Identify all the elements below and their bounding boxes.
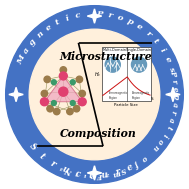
Circle shape: [79, 90, 85, 97]
Text: Ferromagnetic
Region: Ferromagnetic Region: [108, 91, 128, 100]
Text: ₁: ₁: [83, 171, 87, 179]
Text: Paramagnetic
Region: Paramagnetic Region: [132, 91, 150, 100]
Text: t: t: [164, 125, 173, 131]
Polygon shape: [87, 166, 102, 180]
Text: i: i: [65, 14, 70, 22]
Text: c: c: [75, 11, 81, 20]
Text: f: f: [134, 159, 141, 167]
Text: r: r: [114, 167, 121, 177]
Text: P: P: [168, 70, 177, 77]
Text: e: e: [171, 87, 179, 92]
Text: ₃: ₃: [59, 164, 65, 173]
Text: o: o: [116, 13, 124, 22]
Text: m: m: [111, 168, 121, 177]
Text: u: u: [101, 170, 108, 180]
Circle shape: [132, 57, 146, 72]
Text: p: p: [126, 17, 135, 27]
Circle shape: [44, 76, 50, 83]
Circle shape: [70, 101, 75, 105]
Text: t: t: [38, 151, 46, 161]
Circle shape: [76, 76, 83, 83]
Text: o: o: [156, 137, 165, 146]
Text: Multi-Domain: Multi-Domain: [103, 48, 127, 52]
Text: S: S: [120, 165, 127, 175]
Text: n: n: [151, 143, 160, 152]
Circle shape: [47, 105, 53, 112]
Polygon shape: [166, 87, 180, 102]
Text: a: a: [167, 117, 176, 124]
Circle shape: [67, 108, 73, 115]
Text: ₂: ₂: [106, 170, 111, 178]
Text: c: c: [74, 169, 81, 179]
Text: t: t: [89, 171, 93, 180]
Polygon shape: [87, 9, 102, 23]
Circle shape: [29, 29, 160, 160]
Text: S: S: [27, 141, 38, 152]
Text: Composition: Composition: [60, 128, 137, 139]
Text: M: M: [16, 54, 27, 66]
Text: a: a: [22, 46, 31, 55]
Polygon shape: [9, 87, 23, 102]
Text: N: N: [65, 167, 74, 176]
Text: r: r: [144, 29, 152, 38]
Circle shape: [41, 90, 48, 97]
Text: e: e: [90, 171, 95, 179]
Text: t: t: [54, 18, 61, 27]
Text: r: r: [170, 79, 179, 84]
Circle shape: [53, 108, 60, 115]
Circle shape: [60, 67, 67, 73]
Text: t: t: [151, 37, 160, 46]
Text: P: P: [96, 10, 103, 18]
Circle shape: [59, 87, 68, 96]
Text: Single-Domain: Single-Domain: [126, 48, 152, 52]
Circle shape: [6, 6, 183, 183]
Text: u: u: [60, 164, 69, 175]
Text: Microstructure: Microstructure: [60, 51, 152, 62]
Text: e: e: [44, 23, 53, 33]
Text: S: S: [151, 97, 154, 101]
Circle shape: [51, 101, 56, 105]
Polygon shape: [44, 76, 82, 102]
Text: e: e: [163, 55, 172, 64]
Circle shape: [70, 80, 75, 85]
Text: g: g: [28, 37, 38, 47]
Text: ₇: ₇: [74, 169, 79, 178]
Text: e: e: [135, 22, 144, 32]
Circle shape: [78, 98, 86, 106]
Text: Particle Size: Particle Size: [115, 103, 138, 107]
Text: $H_c$: $H_c$: [94, 70, 101, 79]
Circle shape: [51, 80, 56, 85]
Circle shape: [59, 72, 67, 80]
Text: r: r: [49, 159, 57, 169]
FancyBboxPatch shape: [102, 47, 151, 101]
Text: i: i: [158, 46, 166, 53]
Text: s: s: [167, 66, 176, 73]
Text: e: e: [125, 162, 134, 172]
Text: F: F: [98, 171, 103, 179]
Text: i: i: [160, 132, 169, 138]
Circle shape: [40, 98, 48, 106]
Text: n: n: [35, 29, 45, 40]
Circle shape: [73, 105, 80, 112]
Text: o: o: [140, 154, 148, 163]
Text: a: a: [170, 102, 179, 108]
Text: r: r: [107, 11, 113, 19]
Text: p: p: [171, 94, 179, 100]
Circle shape: [105, 57, 120, 72]
Text: r: r: [169, 110, 178, 115]
